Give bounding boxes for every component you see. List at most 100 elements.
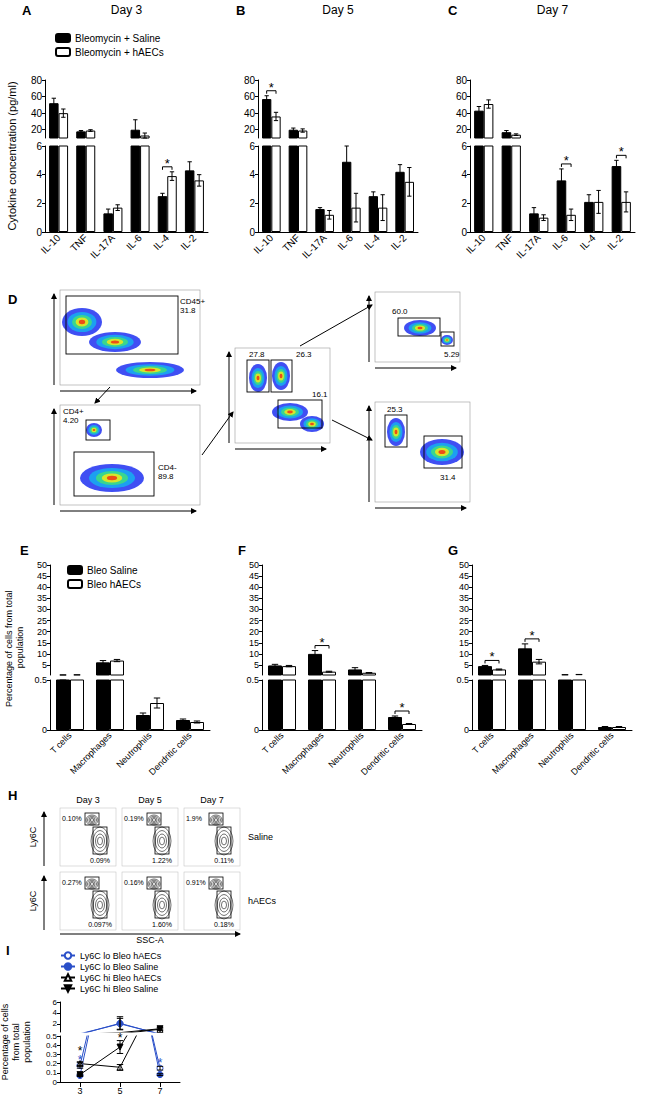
svg-text:*: * bbox=[165, 156, 170, 171]
svg-text:35: 35 bbox=[459, 593, 469, 603]
svg-text:TNF: TNF bbox=[68, 232, 90, 254]
svg-text:89.8: 89.8 bbox=[158, 472, 174, 481]
svg-text:0: 0 bbox=[461, 227, 467, 238]
svg-text:T cells: T cells bbox=[260, 730, 286, 756]
svg-text:Ly6C hi Bleo Saline: Ly6C hi Bleo Saline bbox=[80, 984, 158, 994]
svg-text:0: 0 bbox=[42, 725, 47, 735]
svg-text:4: 4 bbox=[36, 169, 42, 180]
svg-text:0.11%: 0.11% bbox=[214, 857, 233, 864]
svg-text:TNF: TNF bbox=[280, 232, 302, 254]
svg-text:25: 25 bbox=[37, 616, 47, 626]
svg-text:Day 7: Day 7 bbox=[537, 3, 569, 17]
svg-text:IL-2: IL-2 bbox=[389, 232, 409, 252]
svg-text:*: * bbox=[118, 1031, 123, 1045]
svg-text:4: 4 bbox=[249, 169, 255, 180]
svg-text:hAECs: hAECs bbox=[248, 896, 277, 906]
svg-text:IL-6: IL-6 bbox=[550, 232, 570, 252]
svg-text:Ly6C lo Bleo Saline: Ly6C lo Bleo Saline bbox=[80, 962, 158, 972]
svg-text:*: * bbox=[619, 144, 624, 159]
svg-text:35: 35 bbox=[249, 593, 259, 603]
svg-text:Ly6C: Ly6C bbox=[28, 890, 38, 911]
svg-text:Ly6C hi Bleo hAECs: Ly6C hi Bleo hAECs bbox=[80, 973, 162, 983]
svg-text:0: 0 bbox=[36, 227, 42, 238]
svg-text:15: 15 bbox=[459, 638, 469, 648]
svg-text:*: * bbox=[269, 80, 274, 95]
svg-text:45: 45 bbox=[37, 571, 47, 581]
svg-text:26.3: 26.3 bbox=[296, 350, 312, 359]
svg-text:*: * bbox=[489, 649, 494, 664]
svg-text:27.8: 27.8 bbox=[249, 350, 265, 359]
svg-text:4.20: 4.20 bbox=[63, 416, 79, 425]
svg-text:80: 80 bbox=[31, 75, 43, 86]
svg-text:40: 40 bbox=[37, 582, 47, 592]
svg-text:80: 80 bbox=[456, 75, 468, 86]
svg-text:4: 4 bbox=[461, 169, 467, 180]
svg-text:0.5: 0.5 bbox=[46, 1032, 58, 1041]
svg-text:Day 3: Day 3 bbox=[76, 795, 100, 805]
svg-text:Macrophages: Macrophages bbox=[280, 730, 326, 776]
svg-text:45: 45 bbox=[249, 571, 259, 581]
svg-text:50: 50 bbox=[249, 560, 259, 570]
svg-text:10: 10 bbox=[37, 649, 47, 659]
svg-text:IL-4: IL-4 bbox=[578, 232, 598, 252]
svg-text:20: 20 bbox=[456, 124, 468, 135]
svg-text:IL-2: IL-2 bbox=[605, 232, 625, 252]
svg-text:IL-6: IL-6 bbox=[124, 232, 144, 252]
svg-text:Macrophages: Macrophages bbox=[68, 730, 114, 776]
svg-text:G: G bbox=[448, 543, 458, 558]
svg-text:2: 2 bbox=[53, 1019, 58, 1028]
svg-text:*: * bbox=[529, 628, 534, 643]
svg-text:Macrophages: Macrophages bbox=[490, 730, 536, 776]
svg-text:SSC-A: SSC-A bbox=[136, 935, 164, 945]
svg-text:Bleomycin + hAECs: Bleomycin + hAECs bbox=[75, 47, 164, 58]
svg-text:0.91%: 0.91% bbox=[186, 879, 206, 886]
svg-text:IL-17A: IL-17A bbox=[88, 232, 117, 261]
svg-text:35: 35 bbox=[37, 593, 47, 603]
svg-text:*: * bbox=[319, 635, 324, 650]
svg-text:TNF: TNF bbox=[494, 232, 516, 254]
svg-text:*: * bbox=[564, 153, 569, 168]
svg-text:0.5: 0.5 bbox=[456, 675, 469, 685]
svg-text:Bleo hAECs: Bleo hAECs bbox=[87, 579, 141, 590]
svg-text:16.1: 16.1 bbox=[312, 390, 328, 399]
svg-text:IL-6: IL-6 bbox=[335, 232, 355, 252]
svg-text:0.3: 0.3 bbox=[46, 1050, 58, 1059]
svg-text:1.60%: 1.60% bbox=[152, 921, 172, 928]
svg-text:Dendritic cells: Dendritic cells bbox=[147, 730, 194, 777]
svg-text:population: population bbox=[15, 627, 25, 669]
svg-text:0.097%: 0.097% bbox=[88, 921, 112, 928]
svg-text:10: 10 bbox=[459, 649, 469, 659]
svg-text:IL-17A: IL-17A bbox=[514, 232, 543, 261]
svg-text:5.29: 5.29 bbox=[444, 350, 460, 359]
svg-text:31.8: 31.8 bbox=[180, 306, 196, 315]
svg-text:0.5: 0.5 bbox=[34, 675, 47, 685]
svg-text:60: 60 bbox=[31, 91, 43, 102]
svg-text:IL-2: IL-2 bbox=[178, 232, 198, 252]
svg-text:*: * bbox=[158, 1056, 163, 1070]
svg-text:A: A bbox=[22, 3, 32, 18]
svg-text:60: 60 bbox=[456, 91, 468, 102]
svg-text:6: 6 bbox=[461, 141, 467, 152]
svg-text:IL-4: IL-4 bbox=[362, 232, 382, 252]
svg-text:15: 15 bbox=[249, 638, 259, 648]
svg-text:IL-4: IL-4 bbox=[151, 232, 171, 252]
svg-text:Dendritic cells: Dendritic cells bbox=[569, 730, 616, 777]
svg-text:F: F bbox=[238, 543, 246, 558]
svg-text:Saline: Saline bbox=[248, 832, 273, 842]
svg-text:1.9%: 1.9% bbox=[186, 815, 202, 822]
svg-text:*: * bbox=[78, 1044, 83, 1058]
svg-text:2: 2 bbox=[36, 198, 42, 209]
svg-text:0: 0 bbox=[254, 725, 259, 735]
svg-text:0.16%: 0.16% bbox=[124, 879, 144, 886]
svg-text:20: 20 bbox=[37, 627, 47, 637]
svg-text:2: 2 bbox=[249, 198, 255, 209]
svg-text:25: 25 bbox=[459, 616, 469, 626]
svg-text:H: H bbox=[8, 788, 17, 803]
svg-text:0.4: 0.4 bbox=[46, 1041, 58, 1050]
svg-text:Day 5: Day 5 bbox=[322, 3, 354, 17]
svg-text:2: 2 bbox=[461, 198, 467, 209]
svg-text:D: D bbox=[8, 292, 17, 307]
svg-text:45: 45 bbox=[459, 571, 469, 581]
svg-text:0.1: 0.1 bbox=[46, 1068, 58, 1077]
svg-text:Bleomycin + Saline: Bleomycin + Saline bbox=[75, 33, 161, 44]
